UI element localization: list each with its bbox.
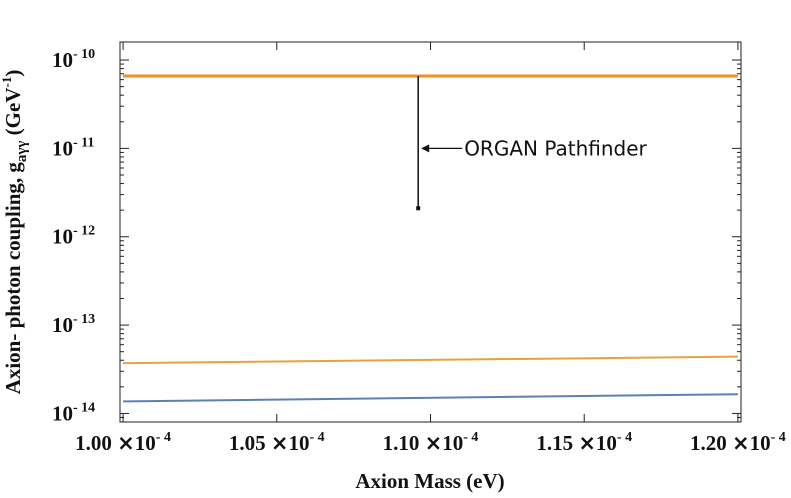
- x-tick-label: 1.10 ×10- 4: [383, 430, 479, 455]
- x-axis-ticks: 1.00 ×10- 4 1.05 ×10- 4 1.10 ×10- 4 1.15 ×1…: [75, 42, 786, 455]
- annotation-layer: ORGAN Pathfinder: [416, 75, 648, 211]
- y-axis-title-subscript: aγγ: [14, 141, 30, 163]
- series-line-3: [123, 393, 738, 403]
- y-axis-title: Axion- photon coupling, gaγγ (GeV-1): [0, 70, 30, 395]
- x-tick-label: 1.15 ×10- 4: [536, 430, 632, 455]
- annotation-arrow-head: [421, 144, 430, 153]
- y-tick-label: 10- 13: [52, 312, 95, 337]
- y-tick-label: 10- 11: [52, 135, 94, 160]
- series-layer: [123, 74, 738, 403]
- y-axis-title-exponent: -1: [0, 77, 14, 88]
- y-tick-label: 10- 14: [52, 400, 95, 425]
- y-tick-label: 10- 12: [52, 224, 95, 249]
- x-tick-label: 1.20 ×10- 4: [690, 430, 786, 455]
- annotation-end-marker: [416, 206, 421, 211]
- plot-frame: [119, 41, 742, 423]
- y-tick-label: 10- 10: [52, 47, 95, 72]
- x-axis-title: Axion Mass (eV): [355, 469, 504, 493]
- series-line-2: [123, 355, 738, 365]
- x-tick-label: 1.00 ×10- 4: [75, 430, 171, 455]
- y-axis-ticks: 10- 14 10- 13 10- 12 10- 11 10- 10: [52, 47, 741, 425]
- annotation-label: ORGAN Pathfinder: [464, 136, 647, 160]
- x-tick-label: 1.05 ×10- 4: [229, 430, 325, 455]
